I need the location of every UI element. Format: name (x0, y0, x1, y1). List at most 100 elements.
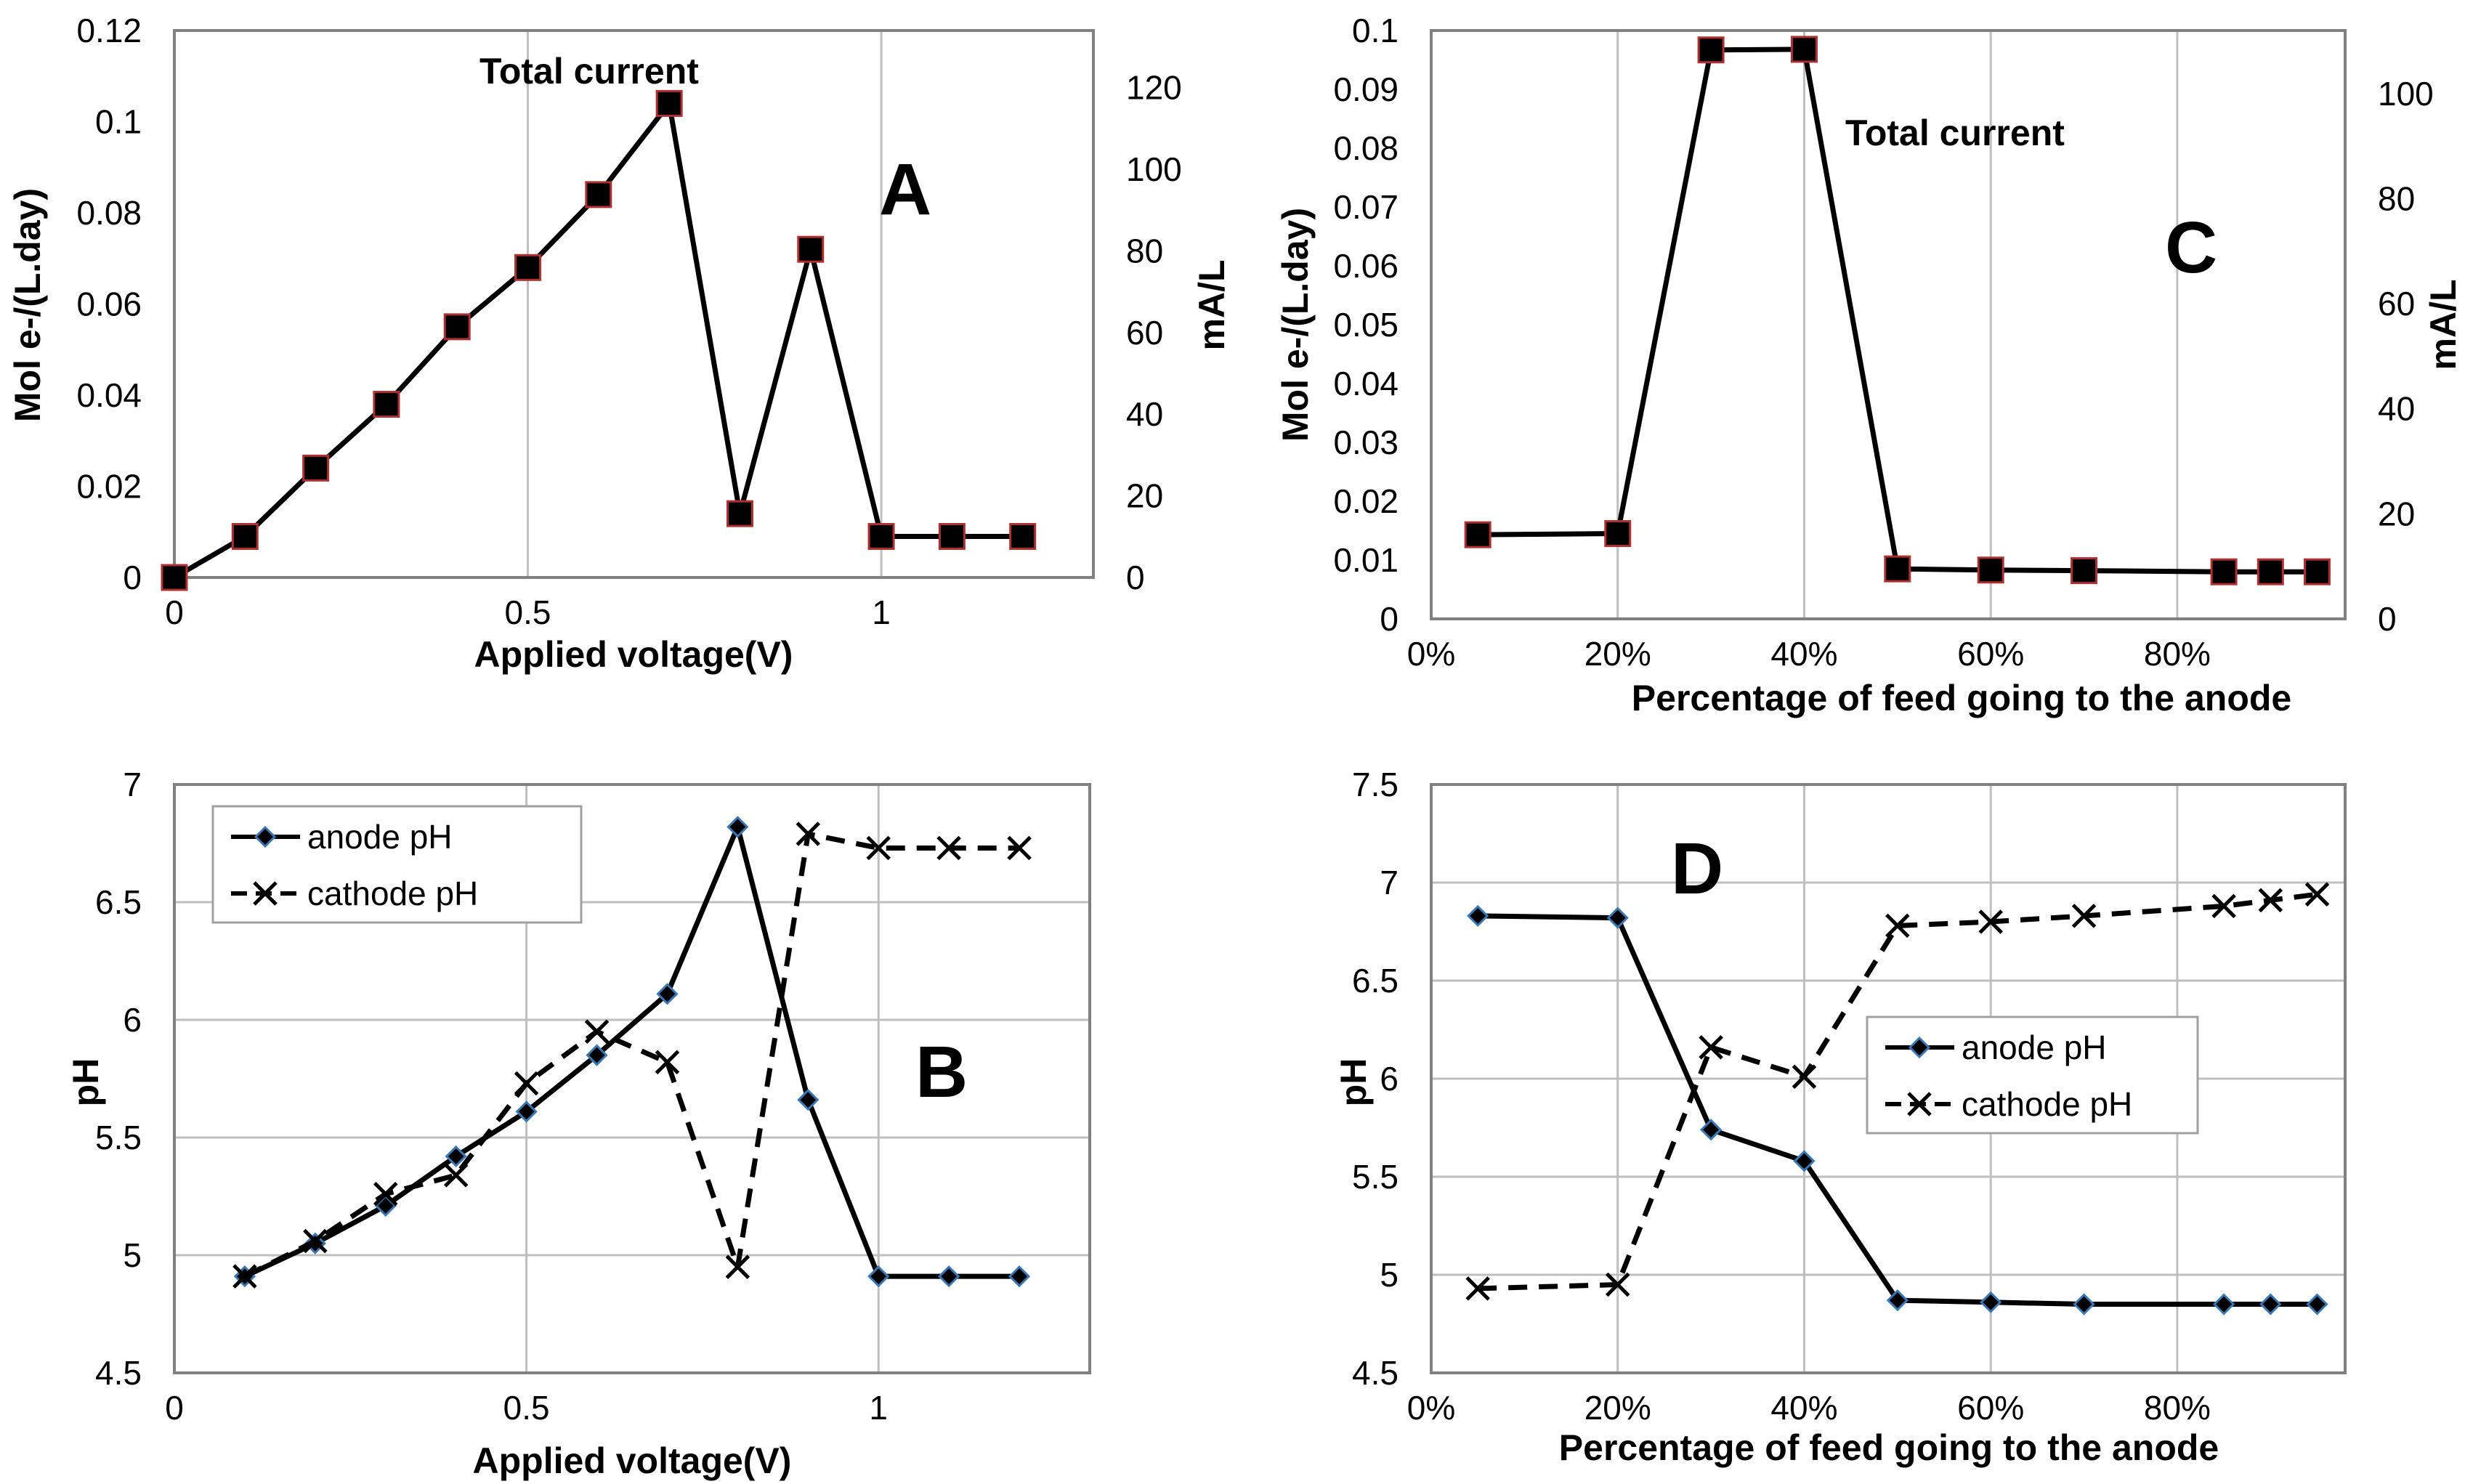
data-point (303, 1228, 328, 1254)
x-axis-title: Percentage of feed going to the anode (1632, 678, 2291, 718)
data-point (797, 235, 825, 263)
legend-label: anode pH (307, 818, 453, 856)
data-point (2071, 904, 2097, 928)
data-point (2071, 557, 2098, 585)
legend-label: cathode pH (1962, 1085, 2132, 1123)
data-point (2213, 1293, 2235, 1315)
y-tick-label: 0 (123, 559, 142, 596)
x-tick-label: 40% (1770, 635, 1837, 673)
y2-tick-label: 80 (1126, 232, 1163, 269)
data-point (2258, 888, 2283, 913)
x-axis-title: Percentage of feed going to the anode (1559, 1427, 2219, 1468)
y-tick-label: 0.08 (76, 194, 142, 232)
x-axis-title: Applied voltage(V) (473, 1440, 792, 1481)
data-point (231, 523, 259, 551)
y2-tick-label: 40 (1126, 395, 1163, 433)
y2-tick-label: 100 (2378, 75, 2434, 113)
y-tick-label: 0.04 (1333, 365, 1399, 402)
data-point (1790, 36, 1818, 63)
chart-c: 0% 20% 40% 60% 80% 0 0.01 0.02 0.03 0.04 0.05 0.06 0… (1275, 12, 2464, 718)
y2-tick-label: 0 (1126, 559, 1145, 596)
data-point (1980, 1291, 2002, 1313)
y-tick-label: 4.5 (1352, 1354, 1399, 1392)
series-line (243, 831, 1020, 1279)
y-tick-label: 0 (1380, 600, 1399, 638)
data-point (254, 825, 277, 848)
data-point (253, 881, 278, 906)
data-point (1978, 909, 2003, 934)
data-point (373, 391, 400, 418)
data-point (796, 822, 821, 846)
data-point (1699, 1035, 1723, 1060)
data-point (1605, 1272, 1630, 1297)
chart-a: 0 0.5 1 0 0.02 0.04 0.06 0.08 0.1 0.12 0 20 40 60 80 10… (7, 12, 1232, 675)
x-tick-label: 0% (1407, 635, 1455, 673)
y-tick-label: 7.5 (1352, 766, 1399, 803)
y-tick-label: 0.12 (76, 12, 142, 49)
data-point (655, 89, 683, 117)
data-point (445, 1145, 467, 1168)
y-tick-label: 7 (1380, 864, 1399, 901)
data-point (584, 1019, 610, 1044)
series-cathode-ph (232, 822, 1032, 1289)
x-tick-label: 60% (1957, 1389, 2024, 1427)
data-point (1467, 904, 1489, 928)
series-line (1478, 891, 2318, 1292)
data-point (2256, 558, 2284, 585)
y2-tick-label: 80 (2378, 179, 2415, 217)
chart-d: 0% 20% 40% 60% 80% 4.5 5 5.5 6 6.5 7 7.5 Percentage … (1333, 766, 2347, 1468)
data-point (867, 1265, 890, 1288)
x-tick-label: 80% (2144, 1389, 2211, 1427)
data-point (1007, 835, 1032, 861)
series-anode-ph (1467, 904, 2328, 1315)
panel-label: B (915, 1031, 968, 1113)
y-tick-label: 0.05 (1333, 306, 1399, 344)
data-point (726, 816, 749, 838)
y-tick-label: 0.07 (1333, 188, 1399, 226)
data-point (1697, 36, 1725, 64)
data-point (1464, 521, 1491, 548)
legend-box (1866, 1015, 2199, 1135)
x-tick-label: 0 (165, 593, 184, 631)
y-tick-label: 0.03 (1333, 423, 1399, 461)
data-point (938, 1265, 960, 1288)
series-line (1478, 46, 2318, 575)
y2-axis-title: mA/L (1191, 260, 1232, 351)
x-axis-title: Applied voltage(V) (474, 634, 793, 675)
y2-axis-title: mA/L (2423, 280, 2464, 370)
y-tick-label: 6.5 (95, 883, 142, 921)
data-point (656, 983, 679, 1005)
y2-tick-label: 40 (2378, 390, 2415, 428)
y-tick-label: 0.01 (1333, 541, 1399, 579)
x-tick-label: 60% (1957, 635, 2024, 673)
data-point (1885, 913, 1910, 938)
data-point (1884, 555, 1911, 583)
data-point (2210, 558, 2238, 585)
series-line (243, 824, 1020, 1279)
plot-frame (173, 783, 1091, 1374)
y-tick-label: 6.5 (1352, 962, 1399, 1000)
y2-tick-label: 20 (2378, 495, 2415, 532)
data-point (2303, 558, 2331, 585)
data-point (2073, 1293, 2095, 1315)
y2-tick-label: 120 (1126, 69, 1182, 107)
y-axis-title: pH (65, 1058, 106, 1107)
legend-item: cathode pH (1885, 1085, 2132, 1123)
total-current-annotation: Total current (1845, 113, 2065, 153)
legend-item: anode pH (231, 818, 453, 856)
data-point (1977, 556, 2004, 584)
y-tick-label: 0.1 (95, 103, 142, 141)
legend-label: anode pH (1962, 1029, 2107, 1066)
y-tick-label: 0.1 (1352, 12, 1399, 49)
panel-label: D (1671, 828, 1723, 909)
data-point (232, 1264, 257, 1289)
x-tick-label: 40% (1770, 1389, 1837, 1427)
x-tick-label: 20% (1584, 635, 1651, 673)
data-point (1699, 1119, 1723, 1141)
data-point (1009, 523, 1037, 551)
y-tick-label: 5.5 (95, 1119, 142, 1156)
y2-tick-label: 0 (2378, 600, 2397, 638)
y-axis-title: pH (1333, 1058, 1374, 1107)
plot-frame (173, 29, 1095, 579)
